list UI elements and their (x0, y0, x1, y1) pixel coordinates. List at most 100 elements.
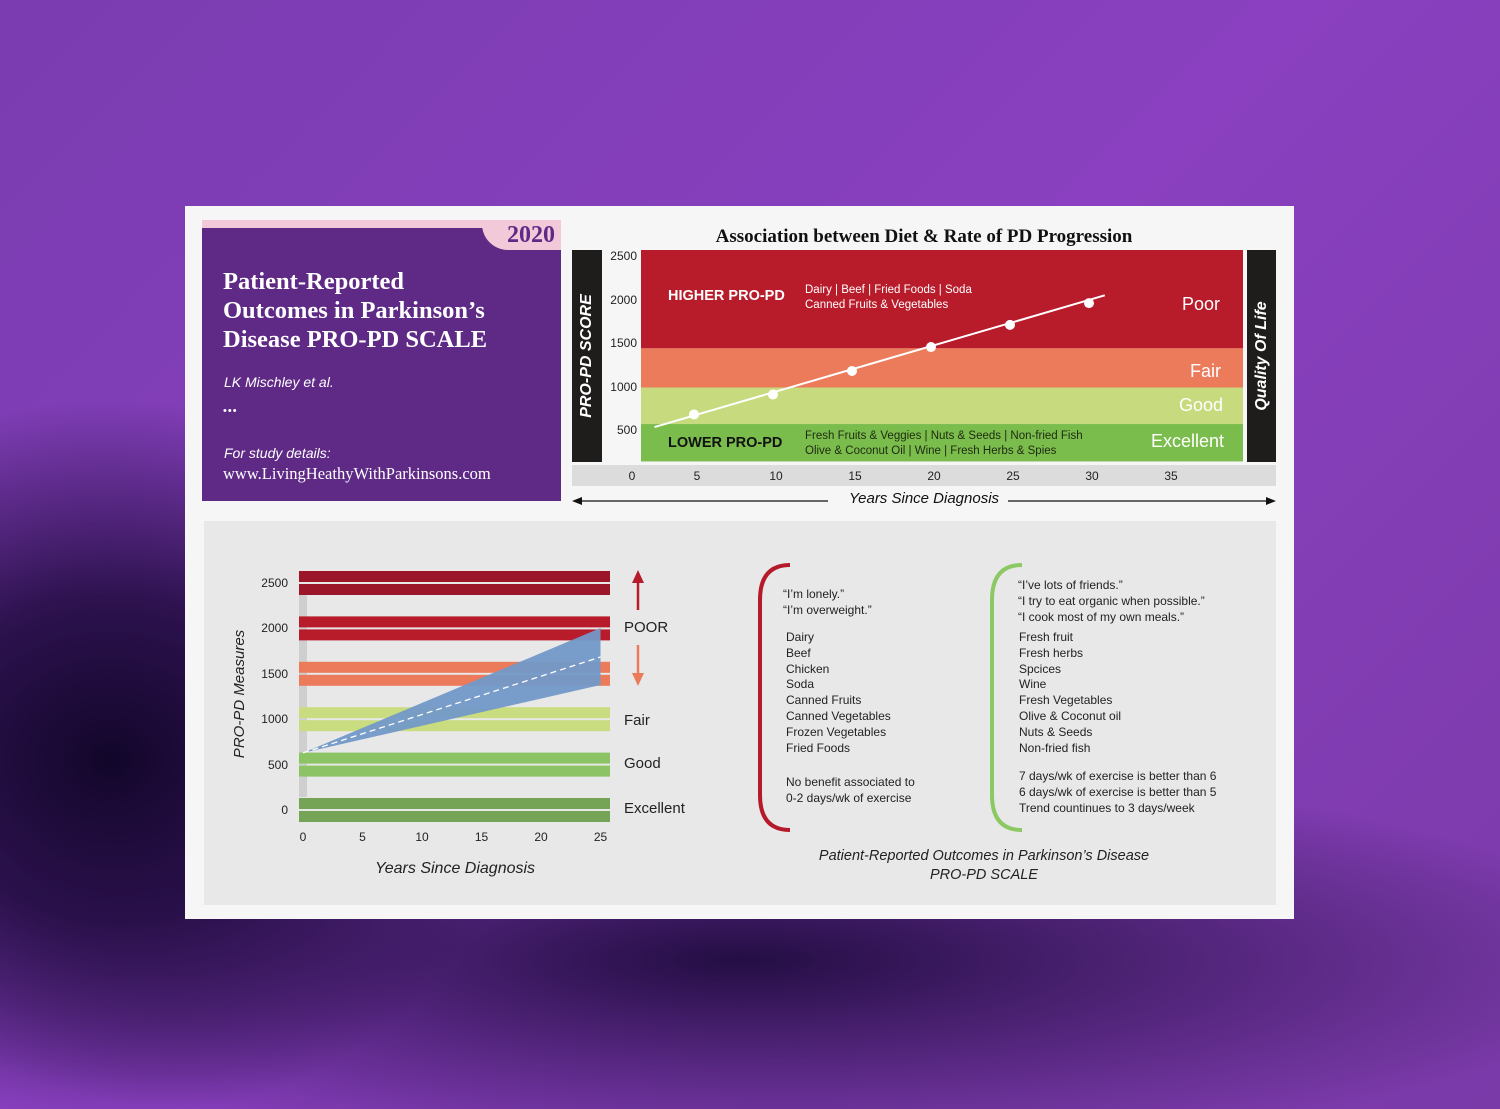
y-tick-label: 1500 (610, 336, 637, 350)
poor-exercise-note: No benefit associated to 0-2 days/wk of e… (786, 775, 915, 807)
level-band (299, 765, 610, 777)
good-foods-list: Fresh fruit Fresh herbs Spcices Wine Fresh V… (1019, 630, 1121, 756)
poor-quotes-item: “I’m lonely.” (783, 587, 845, 601)
level-band (299, 720, 610, 732)
bracket-good (990, 563, 1023, 832)
good-foods-list-item: Fresh herbs (1019, 645, 1084, 660)
card-title: Patient-Reported Outcomes in Parkinson’s… (223, 267, 487, 354)
poor-foods-list-item: Frozen Vegetables (786, 724, 887, 739)
poor-foods-list-item: Canned Vegetables (786, 708, 891, 723)
confidence-wedge (303, 628, 601, 753)
x-axis-strip (572, 465, 1276, 486)
level-label-poor: POOR (624, 619, 669, 636)
bottom-y-axis-label: PRO-PD Measures (231, 629, 248, 759)
x-tick-label: 35 (1164, 469, 1178, 483)
y-tick-label: 500 (616, 423, 637, 437)
lower-foods-line: Fresh Fruits & Veggies | Nuts & Seeds | … (805, 430, 1083, 442)
higher-foods-line: Canned Fruits & Vegetables (805, 299, 949, 311)
level-label-excellent: Excellent (624, 800, 685, 817)
x-tick-label: 15 (848, 469, 862, 483)
x-tick-label: 30 (1085, 469, 1099, 483)
year-badge: 2020 (482, 220, 561, 250)
arrow-right-icon (1266, 497, 1276, 505)
y-tick-label: 2000 (261, 621, 288, 636)
trend-line (654, 294, 1106, 429)
lower-foods-line: Olive & Coconut Oil | Wine | Fresh Herbs… (805, 445, 1057, 457)
top-x-axis-label-text: Years Since Diagnosis (840, 490, 1008, 507)
band-excellent (641, 424, 1243, 462)
x-tick-label: 10 (769, 469, 783, 483)
level-label-good: Good (624, 755, 661, 772)
x-tick-label: 0 (299, 830, 307, 844)
poor-exercise-note-item: 0-2 days/wk of exercise (786, 790, 912, 805)
x-tick-label: 20 (927, 469, 941, 483)
y-axis-label-bar (572, 250, 602, 462)
good-foods-list-item: Non-fried fish (1019, 740, 1091, 755)
poor-foods-list-item: Beef (786, 645, 811, 660)
higher-pro-pd-label: HIGHER PRO-PD (668, 288, 785, 304)
x-tick-label: 5 (693, 469, 701, 483)
x-tick-label: 25 (1006, 469, 1020, 483)
x-tick-label: 0 (628, 469, 636, 483)
y-tick-label: 2500 (261, 576, 288, 590)
data-point (1084, 298, 1094, 309)
poor-foods-list-item: Chicken (786, 661, 830, 676)
good-foods-list-item: Fresh fruit (1019, 630, 1074, 644)
band-label-good: Good (1179, 395, 1224, 415)
x-tick-label: 20 (534, 830, 548, 844)
poor-foods-list-item: Soda (786, 677, 815, 692)
arrow-down-icon-head (632, 673, 644, 686)
good-foods-list-item: Nuts & Seeds (1019, 724, 1093, 739)
good-quotes-item: “I’ve lots of friends.” (1018, 578, 1123, 592)
level-band (299, 674, 610, 686)
author: LK Mischley et al. (224, 374, 334, 390)
good-quotes-item: “I cook most of my own meals.” (1018, 609, 1185, 624)
footer-line: PRO-PD SCALE (930, 867, 1038, 883)
study-link[interactable]: www.LivingHeathyWithParkinsons.com (223, 464, 491, 483)
level-band (299, 571, 610, 582)
band-good (641, 387, 1243, 425)
poor-exercise-note-item: No benefit associated to (786, 775, 915, 789)
level-band (299, 629, 610, 641)
poor-foods-list: Dairy Beef Chicken Soda Canned Fruits Canned … (786, 630, 891, 756)
band-label-poor: Poor (1182, 294, 1221, 314)
y-tick-label: 1000 (610, 379, 637, 394)
x-tick-label: 25 (593, 830, 608, 844)
data-point (689, 409, 699, 420)
poor-foods-list-item: Fried Foods (786, 740, 851, 755)
bottom-x-axis-label: Years Since Diagnosis (374, 860, 536, 877)
level-band (299, 752, 610, 764)
good-foods-list-item: Fresh Vegetables (1019, 693, 1113, 708)
good-foods-list-item: Spcices (1019, 661, 1062, 676)
top-x-axis-label: Years Since Diagnosis (572, 490, 1276, 507)
quality-of-life-bar (1247, 250, 1276, 462)
good-quotes: “I’ve lots of friends.” “I try to eat org… (1018, 578, 1205, 625)
x-tick-label: 10 (415, 830, 429, 844)
x-tick-label: 15 (474, 830, 489, 844)
level-band (299, 661, 610, 673)
higher-foods-line: Dairy | Beef | Fried Foods | Soda (805, 284, 972, 296)
data-point (847, 365, 857, 376)
title-card (202, 220, 561, 501)
lower-pro-pd-label: LOWER PRO-PD (668, 435, 783, 451)
band-poor (641, 250, 1243, 349)
band-fair (641, 348, 1243, 388)
card-title-line: Disease PRO-PD SCALE (223, 326, 488, 353)
y-tick-label: 1000 (261, 712, 288, 727)
y-tick-label: 2500 (610, 249, 637, 263)
good-quotes-item: “I try to eat organic when possible.” (1018, 593, 1205, 608)
level-band (299, 584, 610, 595)
card-title-line: Outcomes in Parkinson’s (223, 297, 485, 324)
level-band (299, 616, 610, 628)
level-label-fair: Fair (624, 712, 650, 729)
footer-title: Patient-Reported Outcomes in Parkinson’s… (760, 847, 1208, 885)
y-tick-label: 2000 (610, 292, 637, 307)
y-tick-label: 0 (281, 803, 288, 817)
data-point (926, 342, 936, 353)
poor-quotes: “I’m lonely.” “I’m overweight.” (783, 587, 872, 619)
title-card-strip (202, 220, 561, 228)
arrow-up-icon-head (632, 570, 644, 583)
arrow-left-icon (572, 497, 582, 505)
